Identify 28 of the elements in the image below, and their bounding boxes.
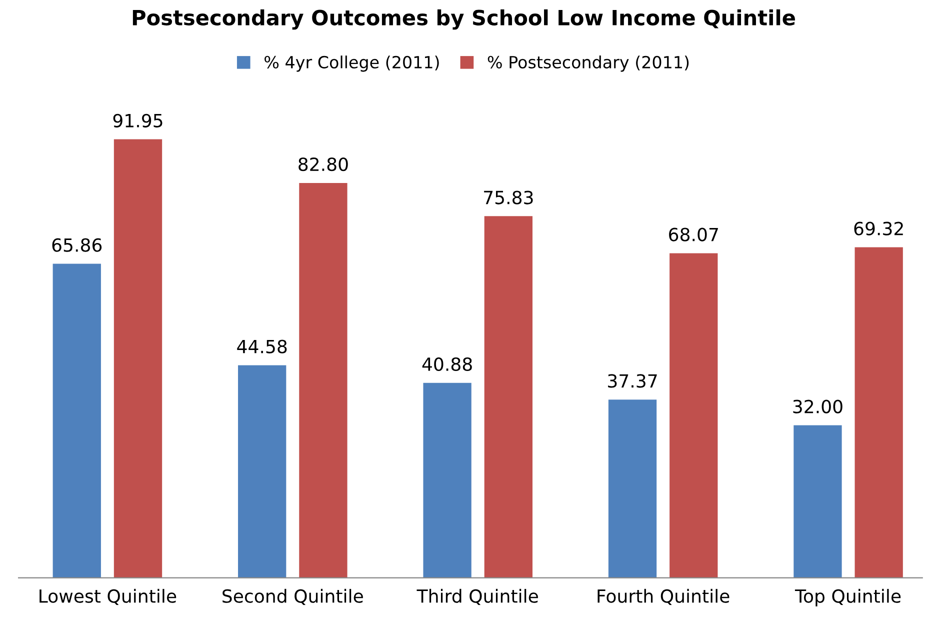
data-label: 37.37 — [608, 374, 657, 388]
bar — [608, 400, 657, 578]
data-label: 91.95 — [113, 114, 162, 128]
chart-title: Postsecondary Outcomes by School Low Income Quintile — [132, 9, 795, 30]
bar — [854, 247, 903, 578]
x-tick-label: Fourth Quintile — [598, 588, 730, 605]
legend-label: % Postsecondary (2011) — [488, 56, 689, 72]
x-tick-label: Lowest Quintile — [40, 588, 176, 605]
data-label: 32.00 — [793, 400, 842, 414]
bar — [670, 253, 718, 578]
x-tick-label: Top Quintile — [794, 588, 901, 606]
legend-label: % 4yr College (2011) — [264, 56, 439, 72]
bar — [423, 382, 472, 578]
bar — [114, 139, 162, 578]
bar — [52, 264, 101, 578]
x-tick-label: Second Quintile — [222, 588, 363, 605]
data-label: 44.58 — [237, 340, 287, 354]
data-label: 65.86 — [52, 238, 102, 252]
data-label: 75.83 — [484, 190, 533, 204]
bar — [794, 425, 842, 578]
data-label: 68.07 — [669, 228, 718, 242]
data-label: 40.88 — [422, 357, 472, 372]
data-label: 82.80 — [298, 157, 348, 172]
bar — [238, 365, 286, 578]
data-label: 69.32 — [854, 222, 903, 236]
bar — [299, 182, 348, 578]
bar — [484, 216, 532, 578]
x-tick-label: Third Quintile — [416, 588, 538, 605]
